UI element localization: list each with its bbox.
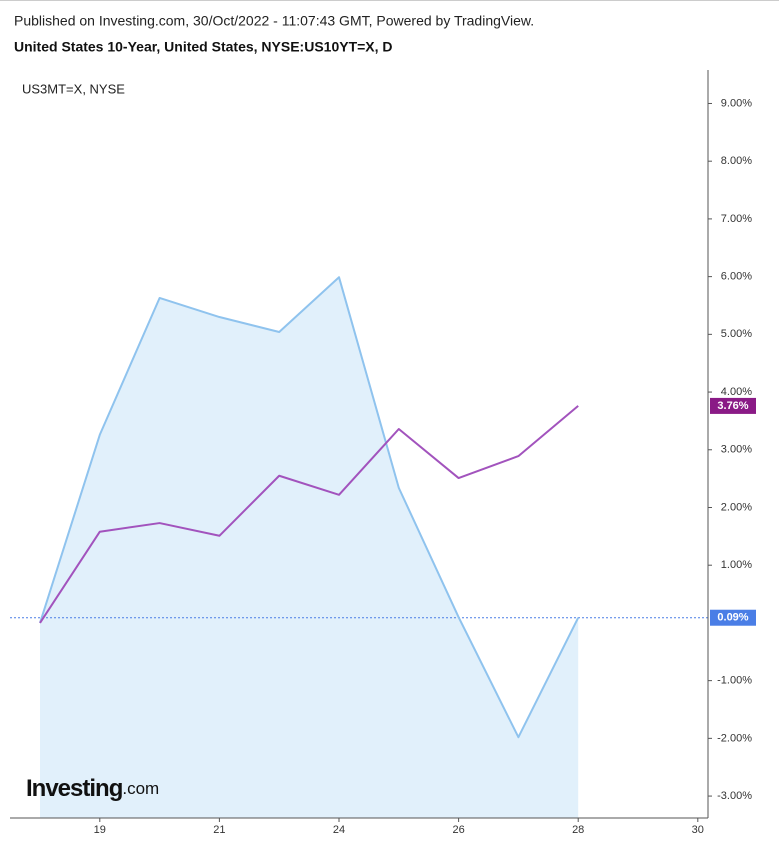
logo-main: Investing [26, 775, 123, 802]
y-tick-label: 1.00% [721, 559, 752, 571]
y-tick-label: 2.00% [721, 501, 752, 513]
line [39, 276, 580, 739]
line [39, 405, 579, 624]
y-tick-label: 6.00% [721, 271, 752, 283]
y-tick-label: -2.00% [717, 732, 752, 744]
x-tick-label: 19 [94, 824, 106, 836]
x-tick-label: 28 [572, 824, 584, 836]
y-tick-label: 9.00% [721, 97, 752, 109]
last-value-label: 3.76% [717, 400, 748, 412]
last-value-label: 0.09% [717, 612, 748, 624]
overlay-label: US3MT=X, NYSE [22, 81, 125, 96]
chart-title: United States 10-Year, United States, NY… [14, 39, 393, 55]
y-tick-label: -3.00% [717, 790, 752, 802]
logo: Investing.com [26, 775, 159, 802]
y-tick-label: 7.00% [721, 213, 752, 225]
area [40, 277, 579, 818]
y-tick-label: 3.00% [721, 444, 752, 456]
x-tick-label: 24 [333, 824, 345, 836]
y-tick-label: 4.00% [721, 386, 752, 398]
x-tick-label: 30 [692, 824, 704, 836]
y-tick-label: 8.00% [721, 155, 752, 167]
plot: 9.00% 8.00% 7.00% 6.00% 5.00% 4.00% 3.00% 2.00%… [10, 70, 756, 836]
last-value-box [710, 609, 756, 626]
x-tick-label: 21 [213, 824, 225, 836]
y-tick-label: -1.00% [717, 675, 752, 687]
logo-suffix: .com [122, 779, 159, 798]
published-note: Published on Investing.com, 30/Oct/2022 … [14, 13, 534, 29]
last-value-box [710, 397, 756, 414]
x-tick-label: 26 [452, 824, 464, 836]
y-tick-label: 5.00% [721, 328, 752, 340]
